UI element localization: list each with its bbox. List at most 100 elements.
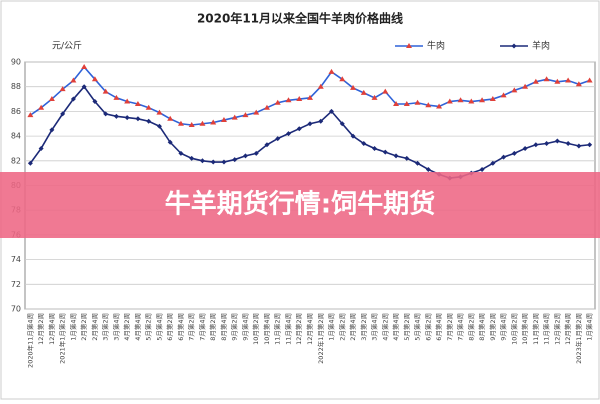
marker (339, 121, 345, 127)
marker (404, 155, 410, 161)
marker (403, 100, 410, 106)
x-tick-label: 9月第4周 (240, 313, 249, 341)
marker (27, 112, 34, 118)
marker (145, 104, 152, 110)
marker (124, 115, 130, 121)
y-tick-label: 86 (11, 107, 21, 116)
marker (210, 119, 217, 125)
marker (457, 97, 464, 103)
marker (59, 86, 66, 92)
x-tick-label: 11月第2周 (531, 313, 540, 345)
x-tick-label: 4月第4周 (391, 313, 400, 341)
marker (415, 160, 421, 166)
marker (199, 120, 206, 126)
marker (135, 116, 141, 122)
marker (543, 76, 550, 82)
marker (382, 149, 388, 155)
marker (350, 133, 356, 139)
marker (38, 104, 45, 110)
banner (0, 172, 600, 238)
y-axis-label: 元/公斤 (52, 41, 82, 52)
x-tick-label: 12月第2周 (552, 313, 561, 345)
marker (414, 99, 421, 105)
x-tick-label: 4月第4周 (133, 313, 142, 341)
x-tick-label: 4月第2周 (380, 313, 389, 341)
x-tick-label: 5月第4周 (154, 313, 163, 341)
y-tick-label: 72 (11, 280, 21, 289)
marker (220, 117, 227, 123)
marker (425, 102, 432, 108)
marker (500, 92, 507, 98)
x-tick-label: 8月第4周 (219, 313, 228, 341)
x-tick-label: 8月第4周 (477, 313, 486, 341)
marker (328, 68, 335, 74)
marker (167, 139, 173, 145)
marker (242, 153, 248, 159)
marker (339, 76, 346, 82)
marker (124, 98, 131, 104)
marker (532, 78, 539, 84)
x-tick-label: 7月第4周 (456, 313, 465, 341)
x-tick-label: 5月第4周 (413, 313, 422, 341)
y-tick-label: 84 (11, 132, 21, 141)
marker (307, 94, 313, 100)
x-tick-label: 7月第2周 (187, 313, 196, 341)
marker (189, 155, 195, 161)
marker (113, 94, 120, 100)
x-tick-label: 10月第4周 (520, 313, 529, 345)
marker (565, 77, 572, 83)
marker (60, 111, 66, 117)
marker (199, 158, 205, 164)
x-tick-label: 10月第2周 (251, 313, 260, 345)
marker (490, 160, 496, 166)
marker (177, 120, 184, 126)
chart-title: 2020年11月以来全国牛羊肉价格曲线 (197, 11, 403, 26)
marker (393, 153, 399, 159)
marker (49, 127, 55, 133)
x-tick-label: 12月第4周 (47, 313, 56, 345)
marker (296, 126, 302, 132)
y-tick-label: 70 (11, 305, 21, 314)
marker (263, 104, 270, 110)
marker (511, 87, 518, 93)
x-tick-label: 1月第4周 (585, 313, 594, 341)
marker (167, 115, 174, 121)
marker (307, 121, 313, 127)
marker (360, 89, 367, 95)
x-tick-label: 11月第2周 (273, 313, 282, 345)
x-tick-label: 9月第2周 (230, 313, 239, 341)
x-tick-label: 2月第4周 (90, 313, 99, 341)
x-tick-label: 2022年1月第2周 (316, 313, 325, 364)
x-tick-label: 2月第4周 (348, 313, 357, 341)
banner-text: 牛羊期货行情:饲牛期货 (165, 189, 435, 220)
marker (264, 142, 270, 148)
x-tick-label: 4月第2周 (122, 313, 131, 341)
marker (468, 98, 475, 104)
marker (587, 142, 593, 148)
marker (501, 154, 507, 160)
marker (318, 118, 324, 124)
marker (232, 157, 238, 163)
marker (285, 131, 291, 137)
marker (489, 96, 496, 102)
marker (27, 160, 33, 166)
legend-marker (511, 43, 517, 49)
marker (253, 150, 259, 156)
marker (372, 145, 378, 151)
marker (156, 123, 162, 129)
marker (231, 114, 238, 120)
marker (134, 100, 141, 106)
marker (371, 94, 378, 100)
marker (275, 136, 281, 142)
marker (102, 88, 109, 94)
x-tick-label: 12月第2周 (36, 313, 45, 345)
x-tick-label: 10月第2周 (509, 313, 518, 345)
marker (575, 81, 582, 87)
x-tick-label: 2月第2周 (79, 313, 88, 341)
x-tick-label: 6月第2周 (165, 313, 174, 341)
marker (221, 159, 227, 165)
marker (156, 109, 163, 115)
marker (329, 108, 335, 114)
x-tick-label: 2021年1月第2周 (58, 313, 67, 364)
